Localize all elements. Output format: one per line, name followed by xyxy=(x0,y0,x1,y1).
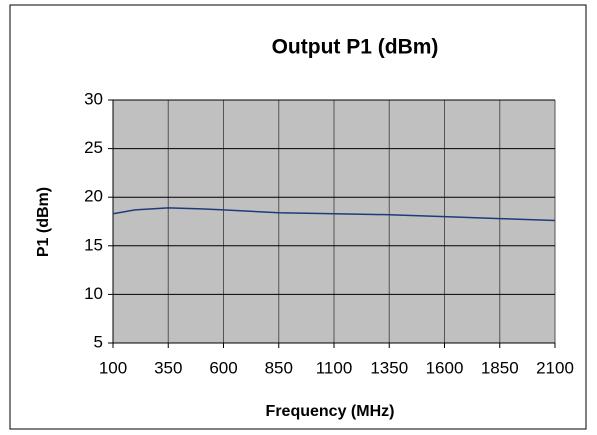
x-tick-label: 350 xyxy=(154,358,182,377)
y-tick-label: 20 xyxy=(84,187,103,206)
x-tick-label: 1600 xyxy=(426,358,464,377)
chart-title: Output P1 (dBm) xyxy=(272,36,439,59)
y-axis-title: P1 (dBm) xyxy=(35,187,52,257)
x-tick-label: 1100 xyxy=(316,358,353,377)
x-tick-label: 1350 xyxy=(370,358,408,377)
x-tick-label: 600 xyxy=(209,358,237,377)
x-axis-title: Frequency (MHz) xyxy=(266,403,395,420)
x-tick-label: 1850 xyxy=(481,358,519,377)
y-tick-label: 25 xyxy=(84,138,103,157)
data-line xyxy=(112,207,556,222)
x-tick-label: 100 xyxy=(99,358,127,377)
y-tick-label: 30 xyxy=(84,89,103,108)
x-tick-label: 850 xyxy=(265,358,293,377)
y-tick-label: 5 xyxy=(94,332,103,351)
x-tick-label: 2100 xyxy=(536,358,574,377)
y-tick-label: 10 xyxy=(84,284,103,303)
y-tick-label: 15 xyxy=(84,235,103,254)
